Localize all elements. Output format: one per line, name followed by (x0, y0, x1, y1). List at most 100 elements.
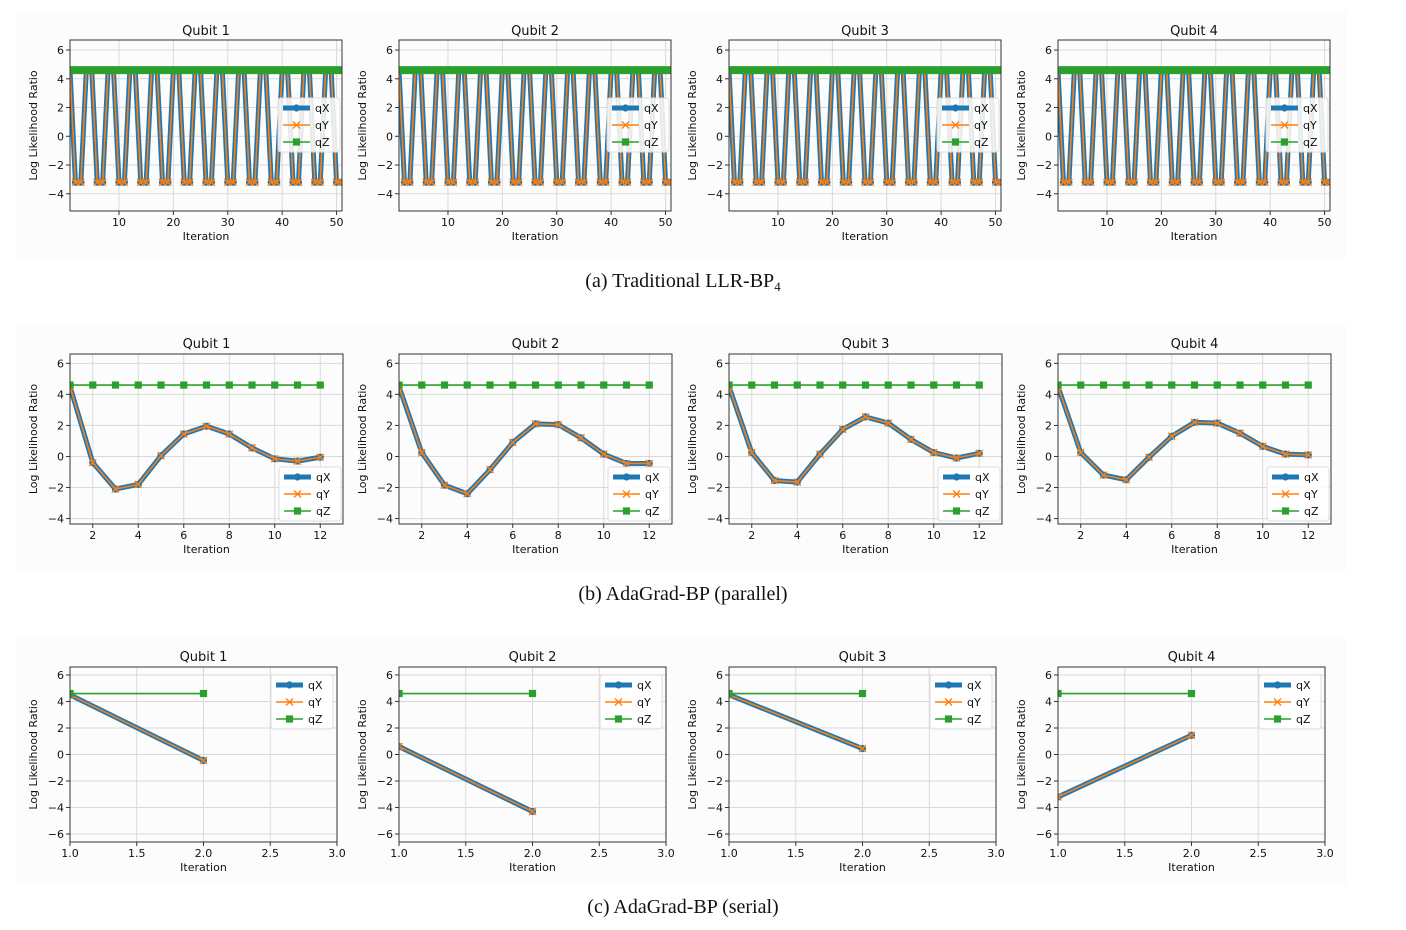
series-qZ-point (316, 66, 324, 74)
series-qZ-point (656, 66, 664, 74)
series-qY-line (70, 694, 204, 762)
series-qZ-point (1239, 66, 1247, 74)
y-tick-label: 2 (1045, 419, 1052, 432)
series-qZ-point (1233, 66, 1242, 74)
axes-frame (398, 353, 673, 525)
series-qZ-point (779, 66, 787, 74)
plot-area (399, 66, 671, 187)
series-qZ-point (1261, 66, 1269, 74)
series-qY-point (1187, 731, 1196, 740)
series-qY-point (449, 178, 458, 187)
legend-qX-label: qX (1296, 679, 1311, 692)
legend: qX qY qZ (929, 674, 993, 730)
x-tick-label: 50 (1318, 216, 1332, 229)
legend-qY-marker (621, 121, 630, 129)
series-qY-point (770, 476, 779, 485)
series-qZ-point (229, 66, 237, 74)
series-qY-point (888, 178, 897, 187)
legend-qY-label: qY (1303, 119, 1317, 132)
x-axis-label: Iteration (183, 230, 230, 243)
series-qY-point (492, 178, 501, 187)
series-qZ-point (1125, 66, 1133, 74)
series-qZ-point (289, 66, 297, 74)
series-qZ-point (536, 66, 545, 74)
legend-qZ-marker (952, 507, 961, 515)
series-qZ-point (991, 66, 1000, 74)
y-axis-label: Log Likelihood Ratio (1015, 699, 1028, 810)
series-qZ-point (921, 66, 929, 74)
y-tick-label: 6 (57, 669, 64, 682)
series-qZ-point (460, 66, 468, 74)
series-qY-point (757, 178, 766, 187)
series-qZ-point (736, 66, 744, 74)
series-qY-point (405, 178, 414, 187)
series-qZ-point (1320, 66, 1329, 74)
y-tick-label: 4 (57, 695, 64, 708)
y-tick-label: 0 (1045, 130, 1052, 143)
series-qZ-point (580, 66, 588, 74)
series-qZ-point (88, 66, 96, 74)
series-qY-line (1058, 386, 1309, 481)
series-qZ-point (926, 66, 934, 74)
series-qY-point (293, 457, 302, 466)
y-tick-label: 0 (57, 130, 64, 143)
series-qZ-point (262, 66, 270, 74)
series-qZ-point (623, 66, 632, 74)
series-qZ-point (1326, 66, 1330, 74)
series-qY-point (623, 178, 632, 187)
series-qY-point (1122, 475, 1131, 484)
series-qY-point (1260, 178, 1269, 187)
series-qZ-point (834, 66, 842, 74)
legend-qX-marker (285, 681, 294, 689)
series-qY-point (440, 481, 449, 490)
series-qZ-point (327, 66, 335, 74)
series-qZ-point (202, 66, 210, 74)
legend: qX qY qZ (270, 674, 334, 730)
x-tick-label: 2.5 (921, 847, 939, 860)
y-tick-label: 2 (1045, 102, 1052, 115)
series-qZ-point (71, 66, 80, 74)
y-tick-label: 2 (386, 102, 393, 115)
axes-frame (728, 353, 1003, 525)
y-axis-label: Log Likelihood Ratio (1015, 70, 1028, 181)
y-tick-label: 4 (386, 388, 393, 401)
x-tick-label: 2 (89, 529, 96, 542)
chart-c-qubit-2: 1.0 1.5 2.0 2.5 3.0 −6 −4 −2 0 2 4 6 Qubit 2 Iteratio… (356, 650, 675, 874)
y-axis-label: Log Likelihood Ratio (356, 699, 369, 810)
series-qZ-point (1277, 66, 1285, 74)
x-tick-label: 40 (275, 216, 289, 229)
legend-qZ-label: qZ (637, 713, 652, 726)
series-qZ-point (224, 66, 232, 74)
y-axis-label: Log Likelihood Ratio (686, 699, 699, 810)
y-tick-label: −6 (48, 828, 64, 841)
legend-qZ-label: qZ (645, 505, 660, 518)
series-qZ-point (1187, 689, 1196, 698)
y-axis-label: Log Likelihood Ratio (27, 70, 40, 181)
series-qY-point (1167, 432, 1176, 441)
series-qY-point (508, 438, 517, 447)
series-qZ-point (455, 66, 463, 74)
series-qZ-point (763, 66, 771, 74)
x-axis-label: Iteration (842, 230, 889, 243)
x-tick-label: 20 (825, 216, 839, 229)
chart-title: Qubit 1 (180, 650, 228, 665)
axes-frame (1057, 39, 1331, 212)
series-qZ-point (515, 66, 523, 74)
series-qZ-point (796, 66, 804, 74)
series-qZ-point (1092, 66, 1100, 74)
series-qZ-point (115, 66, 123, 74)
y-tick-label: 4 (386, 695, 393, 708)
series-qZ-point (877, 66, 885, 74)
series-qZ-point (629, 66, 637, 74)
series-qZ-point (845, 66, 853, 74)
legend-qX-marker (1273, 681, 1282, 689)
legend-qY-marker (285, 698, 294, 706)
axes-frame (69, 39, 343, 212)
plot-area (399, 381, 654, 498)
series-qZ-point (1288, 66, 1296, 74)
x-tick-label: 8 (885, 529, 892, 542)
series-qZ-point (975, 381, 983, 389)
x-tick-label: 2 (1077, 529, 1084, 542)
axes-frame (728, 39, 1002, 212)
series-qY-point (1190, 418, 1199, 427)
